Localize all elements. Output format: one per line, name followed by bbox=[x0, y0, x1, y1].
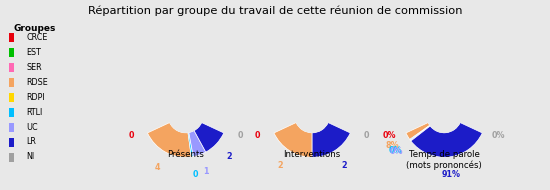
Text: 2: 2 bbox=[277, 161, 283, 170]
Text: 0: 0 bbox=[238, 131, 243, 139]
Text: 0%: 0% bbox=[383, 131, 396, 139]
FancyBboxPatch shape bbox=[9, 33, 14, 42]
FancyBboxPatch shape bbox=[9, 108, 14, 117]
Text: 4: 4 bbox=[154, 163, 160, 172]
Text: 0%: 0% bbox=[492, 131, 505, 139]
Text: 2: 2 bbox=[227, 152, 232, 161]
Text: RTLI: RTLI bbox=[26, 108, 42, 116]
FancyBboxPatch shape bbox=[9, 123, 14, 132]
Text: LR: LR bbox=[26, 138, 36, 146]
Text: 0: 0 bbox=[192, 170, 198, 179]
Text: NI: NI bbox=[26, 152, 35, 161]
Circle shape bbox=[168, 97, 204, 133]
Text: 0%: 0% bbox=[390, 147, 403, 156]
Wedge shape bbox=[194, 123, 224, 152]
Wedge shape bbox=[188, 132, 193, 157]
FancyBboxPatch shape bbox=[9, 153, 14, 162]
Text: 8%: 8% bbox=[386, 141, 399, 150]
Wedge shape bbox=[410, 126, 430, 141]
Text: 0: 0 bbox=[255, 131, 260, 139]
Text: 91%: 91% bbox=[441, 170, 460, 179]
Circle shape bbox=[426, 97, 462, 133]
Wedge shape bbox=[411, 123, 482, 157]
FancyBboxPatch shape bbox=[9, 138, 14, 147]
Circle shape bbox=[294, 97, 330, 133]
Wedge shape bbox=[312, 123, 350, 157]
Text: Groupes: Groupes bbox=[13, 24, 56, 33]
Text: Interventions: Interventions bbox=[283, 150, 341, 159]
Text: Présents: Présents bbox=[167, 150, 204, 159]
Text: Temps de parole
(mots prononcés): Temps de parole (mots prononcés) bbox=[406, 150, 482, 170]
Wedge shape bbox=[410, 125, 430, 140]
Text: Répartition par groupe du travail de cette réunion de commission: Répartition par groupe du travail de cet… bbox=[88, 6, 462, 16]
Text: 1: 1 bbox=[203, 167, 208, 176]
Text: 2: 2 bbox=[342, 161, 347, 170]
Wedge shape bbox=[147, 123, 191, 157]
Text: RDSE: RDSE bbox=[26, 78, 48, 87]
Text: SER: SER bbox=[26, 63, 42, 72]
Text: UC: UC bbox=[26, 123, 38, 131]
FancyBboxPatch shape bbox=[9, 63, 14, 72]
Wedge shape bbox=[189, 131, 206, 157]
Wedge shape bbox=[274, 123, 312, 157]
FancyBboxPatch shape bbox=[9, 48, 14, 57]
FancyBboxPatch shape bbox=[9, 78, 14, 87]
Text: CRCE: CRCE bbox=[26, 33, 48, 42]
Text: 0: 0 bbox=[364, 131, 370, 139]
Text: EST: EST bbox=[26, 48, 41, 57]
Text: RDPI: RDPI bbox=[26, 93, 45, 102]
Text: 0%: 0% bbox=[389, 146, 403, 155]
Wedge shape bbox=[406, 123, 430, 139]
Text: 0: 0 bbox=[128, 131, 134, 139]
FancyBboxPatch shape bbox=[9, 93, 14, 102]
